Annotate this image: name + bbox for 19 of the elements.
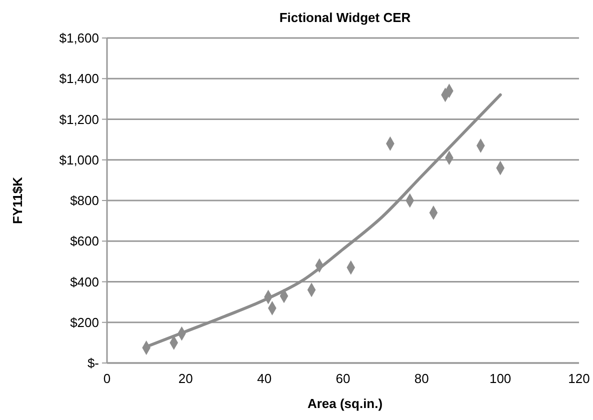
y-tick-label: $1,600 bbox=[59, 30, 99, 46]
x-tick-label: 0 bbox=[103, 371, 111, 386]
y-tick-label: $600 bbox=[70, 234, 99, 249]
x-tick-label: 120 bbox=[568, 371, 590, 386]
y-tick-label: $200 bbox=[70, 314, 99, 330]
y-tick-label: $800 bbox=[70, 193, 99, 208]
x-axis-title: Area (sq.in.) bbox=[307, 396, 383, 411]
y-tick-label: $- bbox=[87, 356, 99, 371]
x-tick-label: 20 bbox=[178, 371, 193, 386]
y-tick-label: $1,400 bbox=[59, 71, 99, 86]
y-tick-label: $400 bbox=[70, 274, 99, 290]
x-tick-label: 60 bbox=[336, 371, 350, 386]
x-tick-label: 100 bbox=[489, 371, 512, 386]
y-axis-title: FY11$K bbox=[10, 176, 25, 224]
y-tick-label: $1,000 bbox=[59, 152, 99, 168]
chart-title: Fictional Widget CER bbox=[279, 10, 412, 25]
x-tick-label: 80 bbox=[414, 371, 429, 386]
x-tick-label: 40 bbox=[257, 371, 272, 386]
y-tick-label: $1,200 bbox=[59, 112, 99, 127]
